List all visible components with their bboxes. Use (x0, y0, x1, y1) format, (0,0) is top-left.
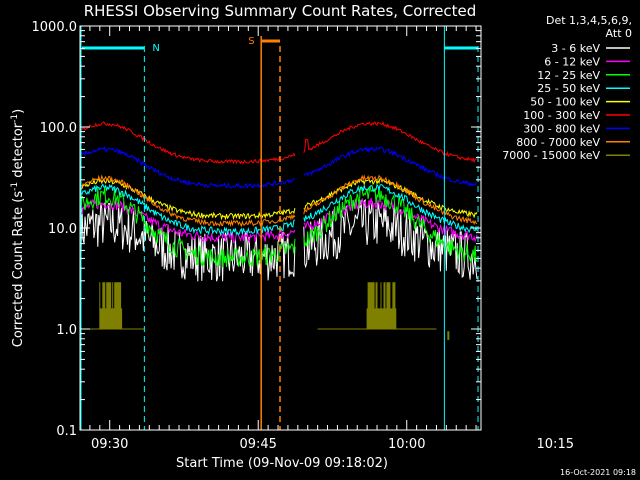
y-axis-label-main: Corrected Count Rate (s (11, 191, 26, 348)
legend-label-4: 50 - 100 keV (530, 96, 600, 109)
saa-label: S (248, 36, 254, 47)
series-line-7 (80, 174, 478, 228)
render-timestamp: 16-Oct-2021 09:18 (560, 468, 636, 477)
y-axis-label-end: ) (11, 109, 26, 114)
y-axis-label: Corrected Count Rate (s-1 detector-1) (10, 109, 26, 347)
y-tick-label: 10.0 (48, 222, 77, 237)
y-tick-label: 100.0 (40, 121, 77, 136)
x-tick-label: 10:15 (537, 437, 574, 452)
series-line-8 (366, 282, 397, 329)
y-tick-label: 1.0 (56, 323, 77, 338)
y-axis-label-tail: detector (11, 122, 26, 182)
chart-title: RHESSI Observing Summary Count Rates, Co… (84, 2, 477, 20)
legend-label-7: 800 - 7000 keV (516, 136, 600, 149)
legend-label-8: 7000 - 15000 keV (502, 149, 600, 162)
legend-label-5: 100 - 300 keV (523, 109, 600, 122)
y-axis-label-sup-1: -1 (10, 182, 20, 191)
plot-area: NS (80, 26, 479, 430)
series-line-2 (80, 186, 478, 268)
legend-label-1: 6 - 12 keV (544, 55, 600, 68)
y-tick-label: 0.1 (56, 424, 77, 439)
x-tick-label: 09:45 (239, 437, 276, 452)
svg-text:Corrected Count Rate (s-1 dete: Corrected Count Rate (s-1 detector-1) (10, 109, 26, 347)
series-line-5 (80, 120, 478, 165)
series-line-6 (80, 145, 478, 189)
y-axis-label-sup-2: -1 (10, 114, 20, 123)
legend-label-0: 3 - 6 keV (551, 42, 600, 55)
x-tick-label: 09:30 (91, 437, 128, 452)
x-axis-label: Start Time (09-Nov-09 09:18:02) (176, 456, 388, 471)
legend-label-6: 300 - 800 keV (523, 122, 600, 135)
x-tick-label: 10:00 (388, 437, 425, 452)
legend-header-1: Det 1,3,4,5,6,9, (546, 14, 632, 27)
legend-label-3: 25 - 50 keV (537, 82, 600, 95)
night-label: N (152, 43, 159, 54)
series-line-8 (99, 282, 123, 329)
series-line-3 (80, 183, 478, 237)
legend-label-2: 12 - 25 keV (537, 69, 600, 82)
axes: 0.1 1.0 10.0 100.0 1000.0 09:30 09:45 10:00 10:1… (32, 20, 574, 452)
y-tick-label: 1000.0 (32, 20, 78, 35)
legend-header-2: Att 0 (606, 27, 632, 40)
